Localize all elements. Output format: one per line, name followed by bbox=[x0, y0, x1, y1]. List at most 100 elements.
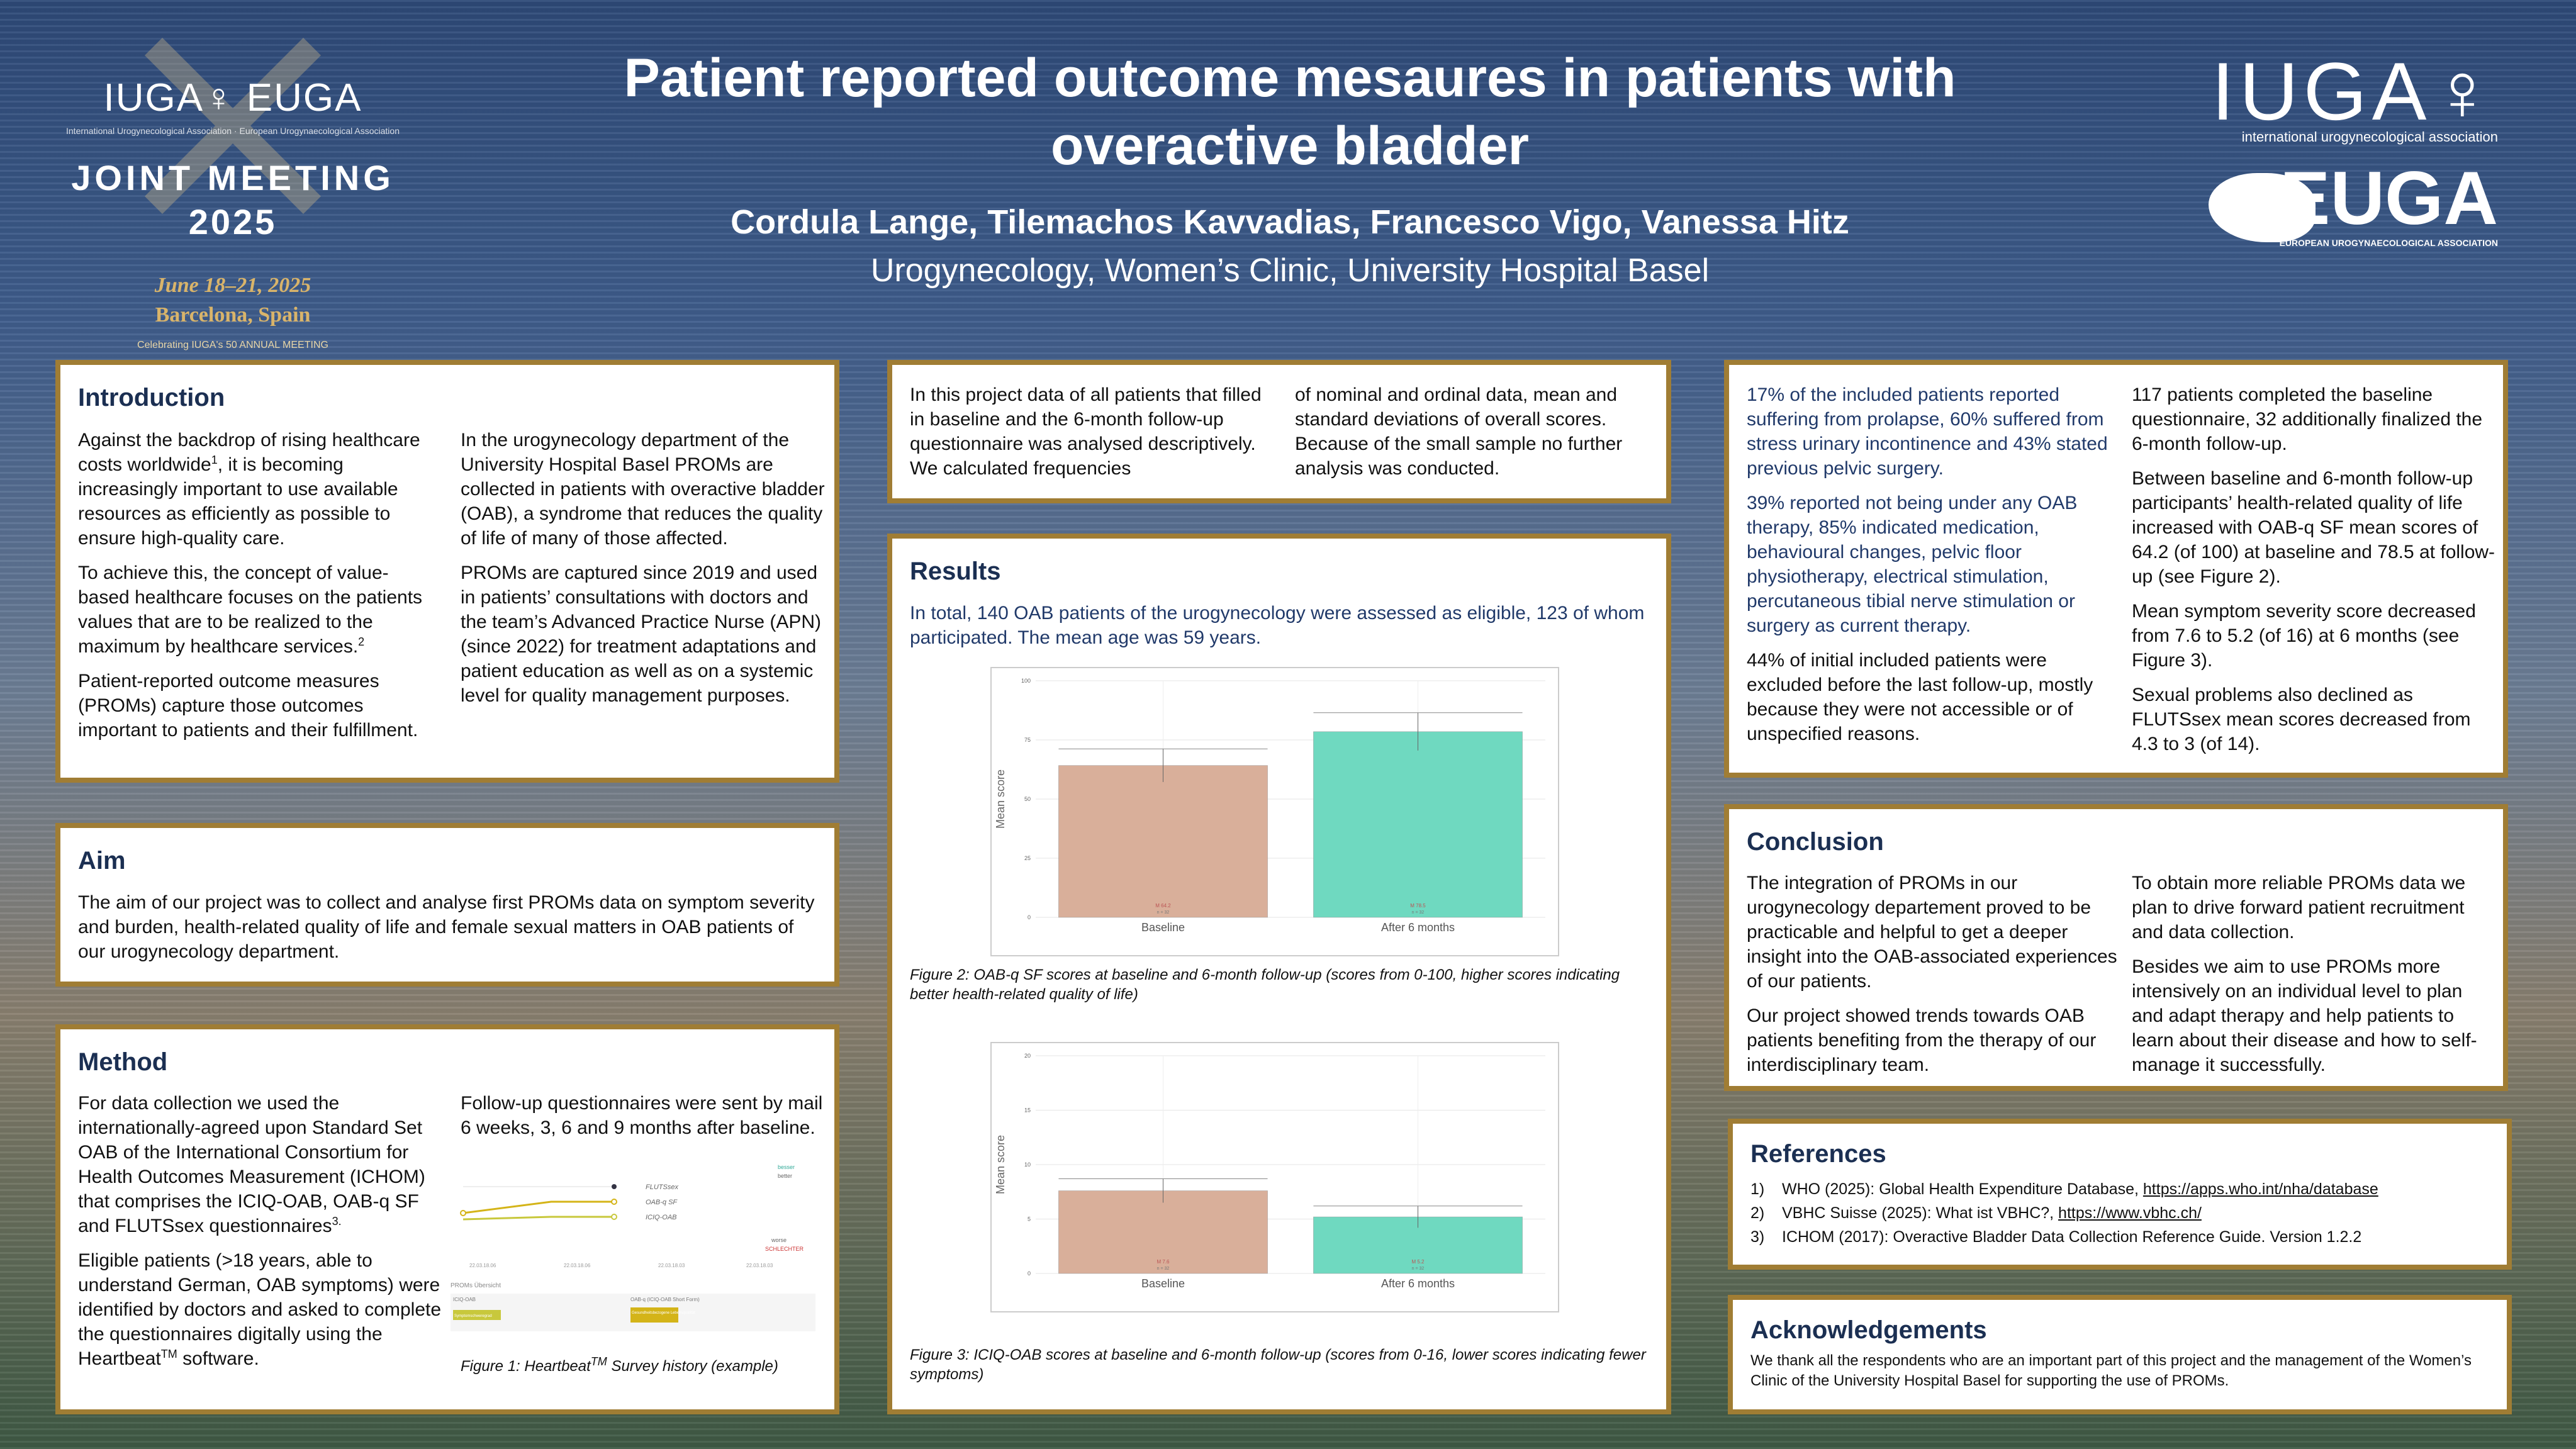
intro-paragraph: In the urogynecology department of the U… bbox=[461, 430, 825, 549]
results-panel: Results In total, 140 OAB patients of th… bbox=[887, 534, 1671, 1414]
intro-paragraph: To achieve this, the concept of value-ba… bbox=[78, 562, 423, 657]
figure-3-chart: 0 5 10 15 20 M 7.6 n = 32 Baseline M 5.2 n = 32 Af… bbox=[990, 1042, 1559, 1312]
better-label: besser bbox=[778, 1164, 795, 1170]
bar-value-label: M 78.5 bbox=[1410, 903, 1426, 909]
x-tick-label: After 6 months bbox=[1381, 921, 1455, 934]
aim-text: The aim of our project was to collect an… bbox=[78, 892, 815, 962]
reference-link[interactable]: https://www.vbhc.ch/ bbox=[2058, 1204, 2202, 1222]
conclusion-paragraph: To obtain more reliable PROMs data we pl… bbox=[2132, 873, 2466, 943]
references-panel: References 1) WHO (2025): Global Health E… bbox=[1728, 1119, 2512, 1270]
method-paragraph: Eligible patients (>18 years, able to un… bbox=[78, 1250, 442, 1369]
reference-item: 2) VBHC Suisse (2025): What ist VBHC?, ht… bbox=[1750, 1204, 2202, 1222]
bar-n-label: n = 32 bbox=[1157, 910, 1170, 915]
section-title: References bbox=[1750, 1140, 1886, 1168]
iuga-euga-joint-meeting-logo: IUGA♀ EUGA International Urogynecologica… bbox=[57, 31, 409, 350]
svg-text:22.03.18.03: 22.03.18.03 bbox=[658, 1263, 685, 1268]
y-tick-label: 100 bbox=[1021, 678, 1031, 684]
poster-title: Patient reported outcome mesaures in pat… bbox=[624, 48, 1956, 176]
acknowledgements-panel: Acknowledgements We thank all the respon… bbox=[1728, 1295, 2512, 1414]
bar-value-label: M 5.2 bbox=[1411, 1259, 1425, 1265]
section-title: Introduction bbox=[78, 384, 225, 411]
svg-text:Gesundheitsbezogene Lebensqual: Gesundheitsbezogene Lebensqualität bbox=[632, 1311, 695, 1315]
y-tick-label: 75 bbox=[1024, 737, 1031, 743]
bar-value-label: M 64.2 bbox=[1155, 903, 1171, 909]
bar bbox=[1058, 765, 1268, 918]
bar bbox=[1058, 1190, 1268, 1274]
y-tick-label: 25 bbox=[1024, 855, 1031, 861]
bar-n-label: n = 32 bbox=[1412, 1267, 1425, 1271]
y-tick-label: 0 bbox=[1028, 914, 1031, 920]
flutssex-point bbox=[612, 1184, 617, 1189]
results-paragraph: 39% reported not being under any OAB the… bbox=[1747, 493, 2078, 636]
results-paragraph: Sexual problems also declined as FLUTSse… bbox=[2132, 685, 2471, 754]
iciq-line bbox=[462, 1216, 614, 1221]
proms-overview-label: PROMs Übersicht bbox=[451, 1282, 501, 1289]
figure-1-caption: Figure 1: HeartbeatTM Survey history (ex… bbox=[461, 1355, 778, 1375]
y-tick-label: 5 bbox=[1028, 1216, 1031, 1222]
iuga-euga-logo: IUGA♀ international urogynecological ass… bbox=[2196, 50, 2498, 258]
reference-link[interactable]: https://apps.who.int/nha/database bbox=[2142, 1180, 2378, 1198]
worse-label: SCHLECHTER bbox=[765, 1246, 804, 1252]
conclusion-panel: Conclusion The integration of PROMs in o… bbox=[1724, 804, 2508, 1091]
results-intro: In total, 140 OAB patients of the urogyn… bbox=[910, 603, 1645, 648]
intro-paragraph: PROMs are captured since 2019 and used i… bbox=[461, 562, 822, 706]
legend-flutssex: FLUTSsex bbox=[646, 1183, 678, 1191]
svg-text:22.03.18.06: 22.03.18.06 bbox=[469, 1263, 496, 1268]
y-tick-label: 10 bbox=[1024, 1161, 1031, 1168]
reference-item: 3) ICHOM (2017): Overactive Bladder Data … bbox=[1750, 1228, 2362, 1246]
analysis-panel: In this project data of all patients tha… bbox=[887, 360, 1671, 503]
y-tick-label: 20 bbox=[1024, 1053, 1031, 1059]
intro-paragraph: Patient-reported outcome measures (PROMs… bbox=[78, 671, 418, 741]
section-title: Conclusion bbox=[1747, 828, 1884, 856]
results-paragraph: Between baseline and 6-month follow-up p… bbox=[2132, 468, 2495, 587]
figure-3-caption: Figure 3: ICIQ-OAB scores at baseline an… bbox=[910, 1346, 1646, 1383]
y-axis-label: Mean score bbox=[994, 769, 1007, 829]
y-tick-label: 15 bbox=[1024, 1107, 1031, 1114]
analysis-text: of nominal and ordinal data, mean and st… bbox=[1295, 384, 1623, 479]
reference-list: 1) WHO (2025): Global Health Expenditure … bbox=[1750, 1177, 2489, 1249]
brain-icon bbox=[2209, 173, 2316, 242]
section-title: Aim bbox=[78, 847, 126, 875]
intro-paragraph: Against the backdrop of rising healthcar… bbox=[78, 430, 420, 549]
worse-label: worse bbox=[771, 1237, 787, 1243]
better-label: better bbox=[778, 1173, 792, 1179]
x-tick-label: Baseline bbox=[1141, 921, 1185, 934]
svg-text:OAB-q (ICIQ-OAB Short Form): OAB-q (ICIQ-OAB Short Form) bbox=[630, 1297, 700, 1302]
iciq-oab-bar-chart: 0 5 10 15 20 M 7.6 n = 32 Baseline M 5.2 n = 32 Af… bbox=[994, 1053, 1545, 1290]
svg-text:ICIQ-OAB: ICIQ-OAB bbox=[453, 1297, 476, 1302]
legend-iciq: ICIQ-OAB bbox=[646, 1214, 677, 1221]
results-details-panel: 17% of the included patients reported su… bbox=[1724, 360, 2508, 778]
method-paragraph: Follow-up questionnaires were sent by ma… bbox=[461, 1093, 823, 1138]
results-paragraph: Mean symptom severity score decreased fr… bbox=[2132, 601, 2476, 671]
analysis-text: In this project data of all patients tha… bbox=[910, 384, 1262, 479]
bar bbox=[1313, 731, 1523, 918]
legend-oabq: OAB-q SF bbox=[646, 1199, 678, 1206]
oabq-line bbox=[462, 1200, 614, 1214]
results-paragraph: 44% of initial included patients were ex… bbox=[1747, 650, 2093, 744]
author-list: Cordula Lange, Tilemachos Kavvadias, Fra… bbox=[731, 203, 1849, 241]
method-paragraph: For data collection we used the internat… bbox=[78, 1093, 425, 1236]
section-title: Method bbox=[78, 1048, 168, 1076]
method-panel: Method For data collection we used the i… bbox=[55, 1024, 839, 1414]
aim-panel: Aim The aim of our project was to collec… bbox=[55, 823, 839, 987]
svg-text:22.03.18.03: 22.03.18.03 bbox=[746, 1263, 773, 1268]
section-title: Acknowledgements bbox=[1750, 1316, 1987, 1344]
y-tick-label: 0 bbox=[1028, 1270, 1031, 1277]
x-tick-label: Baseline bbox=[1141, 1277, 1185, 1290]
affiliation: Urogynecology, Women’s Clinic, Universit… bbox=[870, 252, 1710, 289]
introduction-panel: Introduction Against the backdrop of ris… bbox=[55, 360, 839, 783]
conclusion-paragraph: Our project showed trends towards OAB pa… bbox=[1747, 1005, 2097, 1075]
y-axis-label: Mean score bbox=[994, 1135, 1007, 1194]
reference-item: 1) WHO (2025): Global Health Expenditure … bbox=[1750, 1180, 2378, 1198]
results-paragraph: 117 patients completed the baseline ques… bbox=[2132, 384, 2483, 454]
figure-2-chart: 0 25 50 75 100 M 64.2 n = 32 Baseline M 78.5 n = … bbox=[990, 667, 1559, 956]
bar-n-label: n = 32 bbox=[1412, 910, 1425, 915]
bar-n-label: n = 32 bbox=[1157, 1267, 1170, 1271]
acknowledgements-text: We thank all the respondents who are an … bbox=[1750, 1352, 2472, 1389]
conclusion-paragraph: The integration of PROMs in our urogynec… bbox=[1747, 873, 2117, 992]
y-tick-label: 50 bbox=[1024, 796, 1031, 802]
svg-text:22.03.18.06: 22.03.18.06 bbox=[564, 1263, 591, 1268]
bar-value-label: M 7.6 bbox=[1156, 1259, 1170, 1265]
x-emblem-icon bbox=[145, 38, 321, 214]
